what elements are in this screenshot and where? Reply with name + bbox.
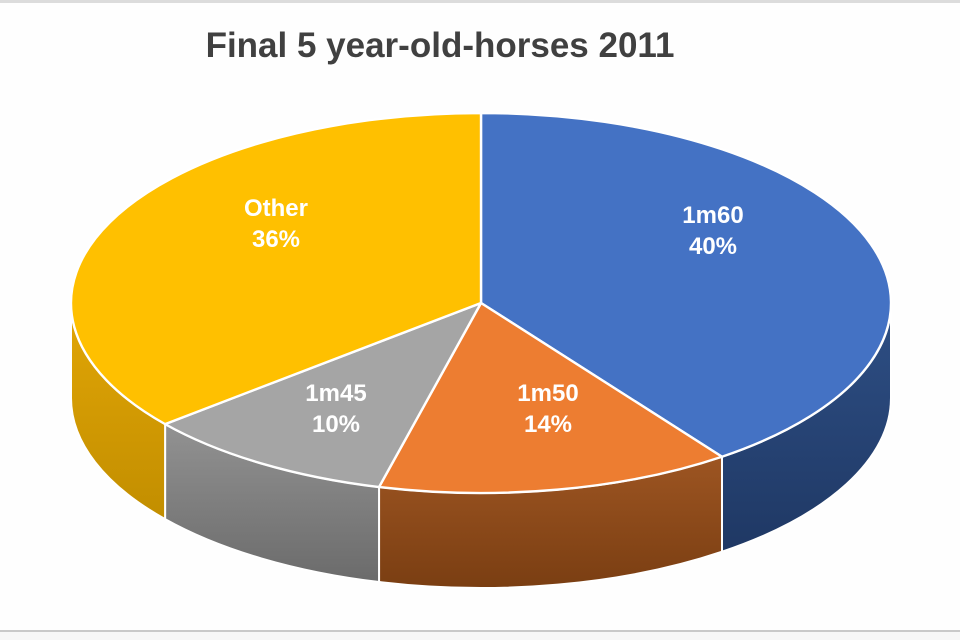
pie-slice-1m45 [163,301,483,489]
slice-pct-1m50: 14% [524,411,572,438]
slice-pct-1m60: 40% [689,233,737,260]
pie-slice-1m60 [479,111,893,458]
slice-pct-Other: 36% [252,226,300,253]
pie-slice-1m50 [377,301,724,495]
top-window-edge [0,0,960,3]
slice-pct-1m45: 10% [312,411,360,438]
slice-label-1m45: 1m45 [305,380,366,407]
pie-data-labels: 1m60 40% 1m50 14% 1m45 10% Other 36% [244,195,744,438]
chart-title: Final 5 year-old-horses 2011 [205,26,675,65]
slice-label-Other: Other [244,195,308,222]
pie-side-walls [70,302,892,589]
pie-top-faces [69,111,893,495]
slice-label-1m50: 1m50 [517,380,578,407]
bottom-window-strip [0,632,960,640]
slice-label-1m60: 1m60 [682,202,743,229]
pie-slice-Other [69,111,483,426]
bottom-window-edge [0,630,960,632]
